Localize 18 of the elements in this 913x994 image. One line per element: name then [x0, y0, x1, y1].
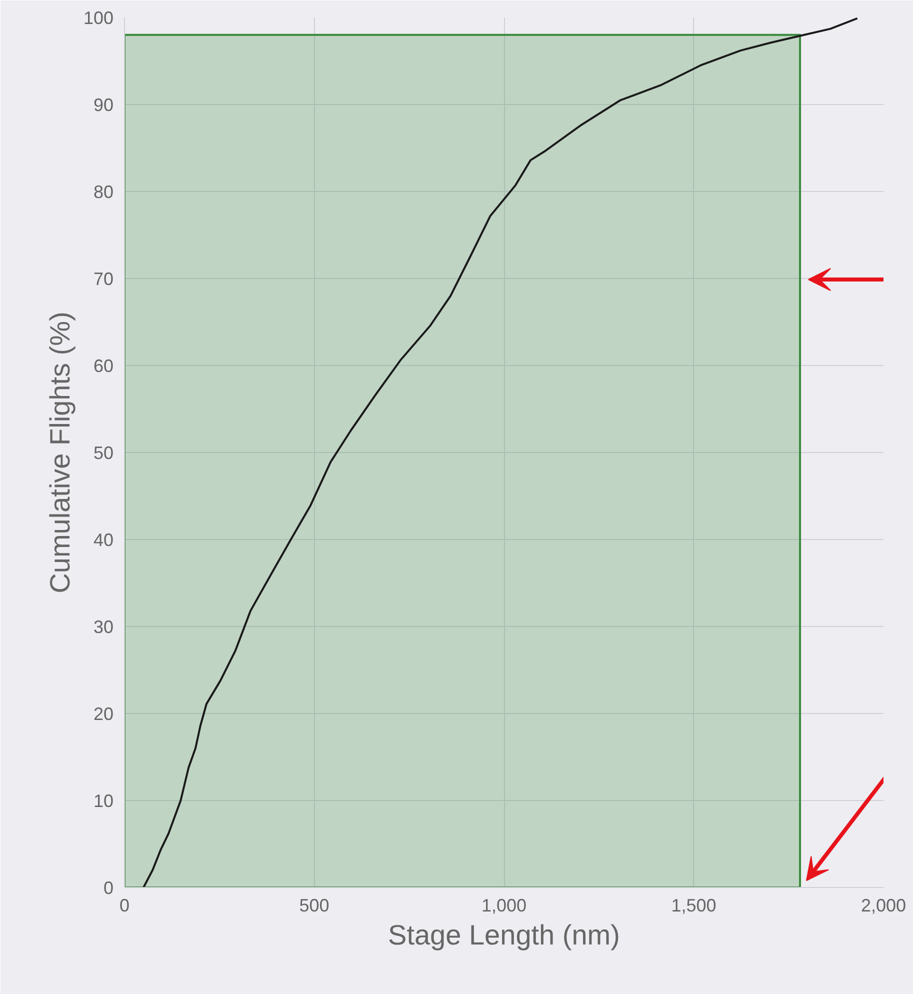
y-tick-label: 10 — [93, 791, 114, 811]
x-tick-label: 500 — [299, 896, 330, 916]
y-axis-title: Cumulative Flights (%) — [44, 312, 76, 594]
x-tick-label: 0 — [119, 896, 130, 916]
y-tick-label: 60 — [93, 356, 114, 376]
y-tick-label: 50 — [93, 443, 114, 463]
x-axis-title: Stage Length (nm) — [388, 920, 620, 950]
x-tick-label: 1,500 — [671, 896, 716, 916]
y-tick-label: 70 — [93, 269, 114, 289]
y-tick-label: 0 — [103, 878, 114, 898]
x-tick-label: 2,000 — [860, 896, 906, 916]
y-tick-label: 40 — [93, 530, 114, 550]
y-tick-label: 80 — [93, 182, 114, 202]
y-tick-label: 90 — [93, 95, 114, 115]
y-tick-label: 30 — [93, 617, 114, 637]
x-tick-label: 1,000 — [481, 896, 527, 916]
y-tick-label: 100 — [83, 8, 114, 28]
y-tick-label: 20 — [93, 704, 114, 724]
